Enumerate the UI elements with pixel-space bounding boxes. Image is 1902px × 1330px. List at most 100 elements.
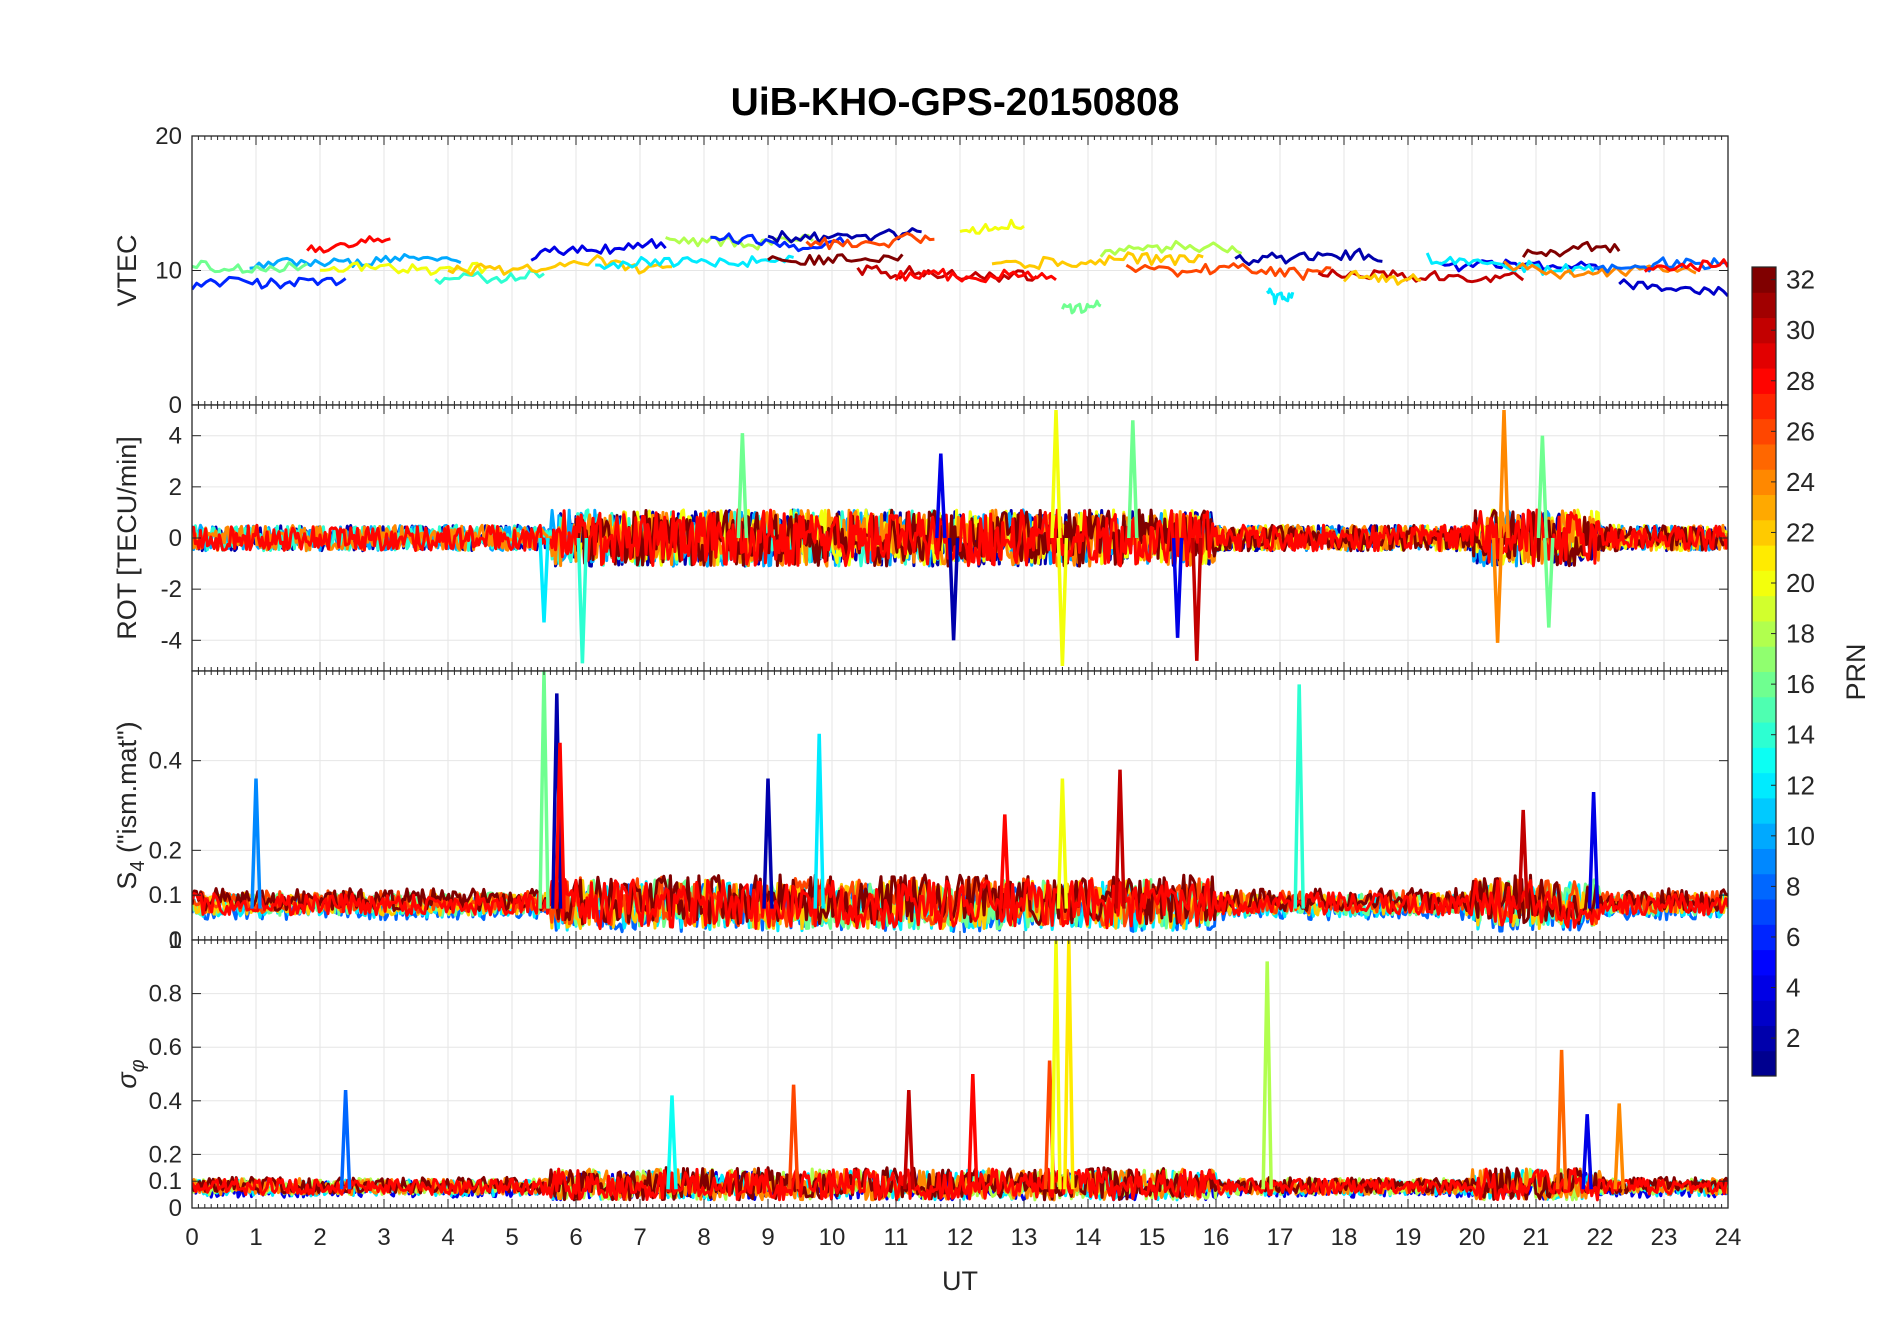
x-tick-label: 1 bbox=[249, 1224, 262, 1251]
x-tick-label: 22 bbox=[1587, 1224, 1614, 1251]
colorbar-tick-label: 2 bbox=[1786, 1023, 1800, 1053]
colorbar-tick-label: 8 bbox=[1786, 871, 1800, 901]
x-tick-label: 12 bbox=[947, 1224, 974, 1251]
spike-prn-28 bbox=[999, 814, 1011, 909]
y-tick-label: -2 bbox=[161, 576, 182, 603]
series-prn-32 bbox=[1521, 240, 1621, 259]
panel-2: -4 -2 0 2 4 ROT [TECU/min] bbox=[112, 404, 1729, 672]
spike-prn-4 bbox=[1581, 1114, 1593, 1190]
spike-prn-12 bbox=[538, 537, 550, 623]
colorbar-cell bbox=[1752, 848, 1776, 875]
series-prn-4 bbox=[530, 238, 667, 262]
y-axis-label: S4 ("ism.mat") bbox=[112, 721, 149, 889]
y-tick-label: -4 bbox=[161, 627, 182, 654]
spike-prn-2 bbox=[947, 537, 960, 641]
series-prn-18 bbox=[1099, 240, 1243, 258]
colorbar-tick-label: 14 bbox=[1786, 720, 1815, 750]
x-tick-label: 15 bbox=[1139, 1224, 1166, 1251]
series-prn-16 bbox=[192, 259, 308, 274]
colorbar-cell bbox=[1752, 747, 1776, 774]
colorbar-cell bbox=[1752, 494, 1776, 521]
spike-prn-16 bbox=[1127, 420, 1139, 539]
series-prn-24 bbox=[1503, 260, 1697, 280]
spike-prn-20 bbox=[1050, 940, 1062, 1190]
colorbar-tick-label: 4 bbox=[1786, 973, 1800, 1003]
y-tick-label: 0 bbox=[169, 1195, 182, 1222]
colorbar-tick-label: 6 bbox=[1786, 922, 1800, 952]
colorbar-cell bbox=[1752, 646, 1776, 672]
colorbar-cell bbox=[1752, 899, 1776, 925]
spike-prn-8 bbox=[339, 1090, 352, 1190]
series-prn-2 bbox=[767, 227, 922, 244]
colorbar-frame bbox=[1751, 266, 1777, 1077]
x-tick-label: 21 bbox=[1523, 1224, 1550, 1251]
x-tick-label: 10 bbox=[819, 1224, 846, 1251]
x-tick-label: 3 bbox=[377, 1224, 390, 1251]
x-tick-label: 13 bbox=[1011, 1224, 1038, 1251]
series-prn-28 bbox=[1643, 258, 1728, 273]
spike-prn-16 bbox=[1543, 537, 1555, 628]
series-prn-28 bbox=[192, 878, 1728, 931]
spike-prn-20 bbox=[1056, 778, 1069, 909]
x-tick-label: 24 bbox=[1715, 1224, 1742, 1251]
y-tick-label: 0.4 bbox=[149, 748, 182, 775]
y-tick-label: 0.2 bbox=[149, 837, 182, 864]
y-tick-label: 0.6 bbox=[149, 1034, 182, 1061]
spike-prn-26 bbox=[787, 1084, 800, 1190]
y-axis-label: VTEC bbox=[112, 234, 142, 306]
spike-prn-21 bbox=[1063, 940, 1075, 1190]
spike-prn-4 bbox=[935, 453, 947, 539]
series-prn-2 bbox=[1234, 247, 1383, 267]
series-prn-28 bbox=[894, 267, 1057, 284]
colorbar-tick-label: 22 bbox=[1786, 517, 1815, 547]
colorbar-tick-label: 16 bbox=[1786, 669, 1815, 699]
x-tick-label: 20 bbox=[1459, 1224, 1486, 1251]
series-prn-32 bbox=[192, 873, 1728, 926]
spike-prn-28 bbox=[967, 1073, 979, 1190]
x-axis-label: UT bbox=[942, 1266, 978, 1296]
spike-prn-14 bbox=[1293, 684, 1305, 909]
series-prn-26 bbox=[1125, 262, 1332, 281]
spike-prn-18 bbox=[1261, 961, 1273, 1190]
colorbar-cell bbox=[1752, 797, 1776, 824]
series-prn-28 bbox=[306, 235, 391, 254]
spike-prn-2 bbox=[762, 778, 774, 909]
x-tick-label: 11 bbox=[884, 1224, 909, 1251]
x-tick-label: 14 bbox=[1075, 1224, 1102, 1251]
series-prn-22 bbox=[991, 251, 1204, 270]
x-tick-label: 16 bbox=[1203, 1224, 1230, 1251]
series-prn-6 bbox=[192, 275, 347, 291]
colorbar-cell bbox=[1752, 949, 1776, 976]
y-tick-label: 0 bbox=[169, 927, 182, 954]
colorbar-label: PRN bbox=[1841, 643, 1871, 700]
series-group bbox=[192, 218, 1728, 315]
colorbar-cell bbox=[1752, 393, 1776, 420]
spike-prn-14 bbox=[576, 537, 589, 664]
x-tick-label: 2 bbox=[313, 1224, 326, 1251]
colorbar-tick-label: 30 bbox=[1786, 315, 1815, 345]
y-tick-label: 0.1 bbox=[149, 882, 182, 909]
series-prn-3 bbox=[1618, 278, 1728, 298]
x-tick-label: 6 bbox=[569, 1224, 582, 1251]
spike-prn-24 bbox=[1498, 410, 1510, 539]
spike-prn-30 bbox=[1191, 537, 1203, 661]
y-tick-label: 1 bbox=[169, 927, 182, 954]
colorbar-tick-label: 18 bbox=[1786, 619, 1815, 649]
colorbar-tick-label: 28 bbox=[1786, 366, 1815, 396]
series-group bbox=[192, 671, 1728, 934]
colorbar-tick-label: 26 bbox=[1786, 416, 1815, 446]
spike-prn-25 bbox=[1555, 1049, 1568, 1190]
colorbar-cell bbox=[1752, 696, 1776, 723]
y-axis-label: σφ bbox=[112, 1059, 149, 1088]
series-prn-14 bbox=[434, 269, 545, 285]
y-tick-label: 0.4 bbox=[149, 1088, 182, 1115]
y-tick-label: 0 bbox=[169, 525, 182, 552]
spike-prn-28 bbox=[554, 742, 566, 909]
y-tick-label: 0 bbox=[169, 392, 182, 419]
spike-prn-24 bbox=[1491, 537, 1504, 643]
x-tick-label: 18 bbox=[1331, 1224, 1358, 1251]
